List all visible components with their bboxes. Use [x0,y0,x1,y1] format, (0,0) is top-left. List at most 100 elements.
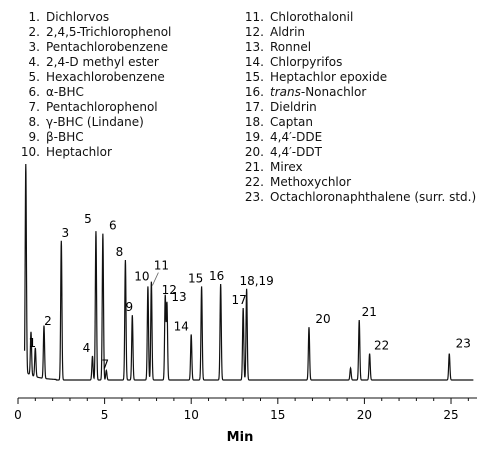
legend-number: 20. [244,145,264,159]
legend-entry: 22. Methoxychlor [242,175,476,190]
peak-label: 23 [456,337,471,351]
legend-number: 8. [28,115,40,129]
peak-label: 3 [61,226,69,240]
legend-compound-name: 2,4-D methyl ester [46,55,159,69]
peak-label: 21 [362,305,377,319]
legend-number: 22. [244,175,264,189]
legend-compound-name: Heptachlor [46,145,112,159]
legend-number: 5. [28,70,40,84]
peak-label: 9 [125,300,133,314]
legend-entry: 8. γ-BHC (Lindane) [18,115,171,130]
legend-right: 11. Chlorothalonil 12. Aldrin 13. Ronnel 14. Ch… [242,10,476,205]
legend-entry: 14. Chlorpyrifos [242,55,476,70]
legend-entry: 2. 2,4,5-Trichlorophenol [18,25,172,40]
legend-entry: 3. Pentachlorobenzene [18,40,171,55]
legend-number: 7. [28,100,40,114]
legend-compound-name: trans-Nonachlor [270,85,367,99]
legend-entry: 15. Heptachlor epoxide [242,70,476,85]
legend-compound-name: Dichlorvos [46,10,110,24]
peak-label: 11 [154,259,169,273]
legend-compound-name: Heptachlor epoxide [270,70,388,84]
legend-number: 12. [244,25,264,39]
legend-entry: 11. Chlorothalonil [242,10,476,25]
legend-compound-name: Pentachlorobenzene [46,40,169,54]
legend-compound-name: Octachloronaphthalene (surr. std.) [270,190,477,204]
legend-number: 18. [244,115,264,129]
legend-number: 13. [244,40,264,54]
legend-compound-name: Ronnel [270,40,312,54]
peak-label: 1 [29,336,37,350]
peak-label: 12 [162,283,177,297]
legend-compound-name: 4,4′-DDE [270,130,323,144]
legend-entry: 1. Dichlorvos [18,10,171,25]
legend-number: 9. [28,130,40,144]
peak-label: 13 [171,290,186,304]
peak-leader-line [152,272,159,286]
legend-entry: 16. trans-Nonachlor [242,85,476,100]
legend-number: 2. [28,25,40,39]
x-tick-label: 15 [270,408,285,422]
legend-entry: 9. β-BHC [18,130,171,145]
legend-entry: 13. Ronnel [242,40,476,55]
legend-entry: 7. Pentachlorophenol [18,100,171,115]
legend-entry: 23. Octachloronaphthalene (surr. std.) [242,190,476,205]
legend-number: 4. [28,55,40,69]
legend-compound-name: Captan [270,115,314,129]
chromatogram-trace [23,163,474,381]
legend-compound-name: Chlorpyrifos [270,55,343,69]
x-axis: 0 5 10 15 20 25 [14,397,477,422]
peak-label: 2 [44,314,52,328]
legend-entry: 19. 4,4′-DDE [242,130,476,145]
legend-number: 11. [244,10,264,24]
peak-label: 4 [83,341,91,355]
legend-entry: 5. Hexachlorobenzene [18,70,171,85]
legend-entry: 12. Aldrin [242,25,476,40]
x-tick-label: 25 [443,408,458,422]
legend-compound-name: β-BHC [46,130,84,144]
x-tick-label: 0 [14,408,22,422]
peak-label: 22 [374,339,389,353]
legend-number: 3. [28,40,40,54]
legend-compound-name: Aldrin [270,25,306,39]
peak-label: 7 [102,357,110,371]
legend-number: 10. [20,145,40,159]
legend-number: 1. [28,10,40,24]
peak-label: 6 [109,219,117,233]
x-tick-label: 20 [357,408,372,422]
legend-number: 19. [244,130,264,144]
legend-compound-name: Dieldrin [270,100,317,114]
legend-entry: 17. Dieldrin [242,100,476,115]
legend-number: 23. [244,190,264,204]
peak-label: 20 [315,312,330,326]
legend-compound-name: Chlorothalonil [270,10,354,24]
legend-number: 17. [244,100,264,114]
x-axis-label: Min [227,430,254,445]
legend-compound-name: Methoxychlor [270,175,352,189]
legend-compound-name: Pentachlorophenol [46,100,158,114]
legend-compound-name: 2,4,5-Trichlorophenol [46,25,172,39]
legend-number: 14. [244,55,264,69]
legend-italic-prefix: trans [270,85,301,99]
x-tick-label: 10 [184,408,199,422]
legend-left: 1. Dichlorvos 2. 2,4,5-Trichlorophenol 3. Pen… [18,10,171,160]
peak-label: 10 [134,269,149,283]
peak-label: 8 [116,245,124,259]
peak-label: 17 [232,293,247,307]
legend-entry: 21. Mirex [242,160,476,175]
legend-compound-name: Mirex [270,160,303,174]
peak-label: 15 [188,271,203,285]
legend-number: 21. [244,160,264,174]
peak-label: 5 [84,212,92,226]
legend-number: 6. [28,85,40,99]
legend-compound-name: γ-BHC (Lindane) [46,115,144,129]
peak-label: 18,19 [239,274,273,288]
legend-number: 16. [244,85,264,99]
legend-entry: 20. 4,4′-DDT [242,145,476,160]
legend-entry: 4. 2,4-D methyl ester [18,55,171,70]
legend-compound-name: 4,4′-DDT [270,145,322,159]
legend-entry: 10. Heptachlor [18,145,171,160]
legend-entry: 6. α-BHC [18,85,171,100]
legend-compound-name: α-BHC [46,85,84,99]
legend-compound-name: Hexachlorobenzene [46,70,165,84]
